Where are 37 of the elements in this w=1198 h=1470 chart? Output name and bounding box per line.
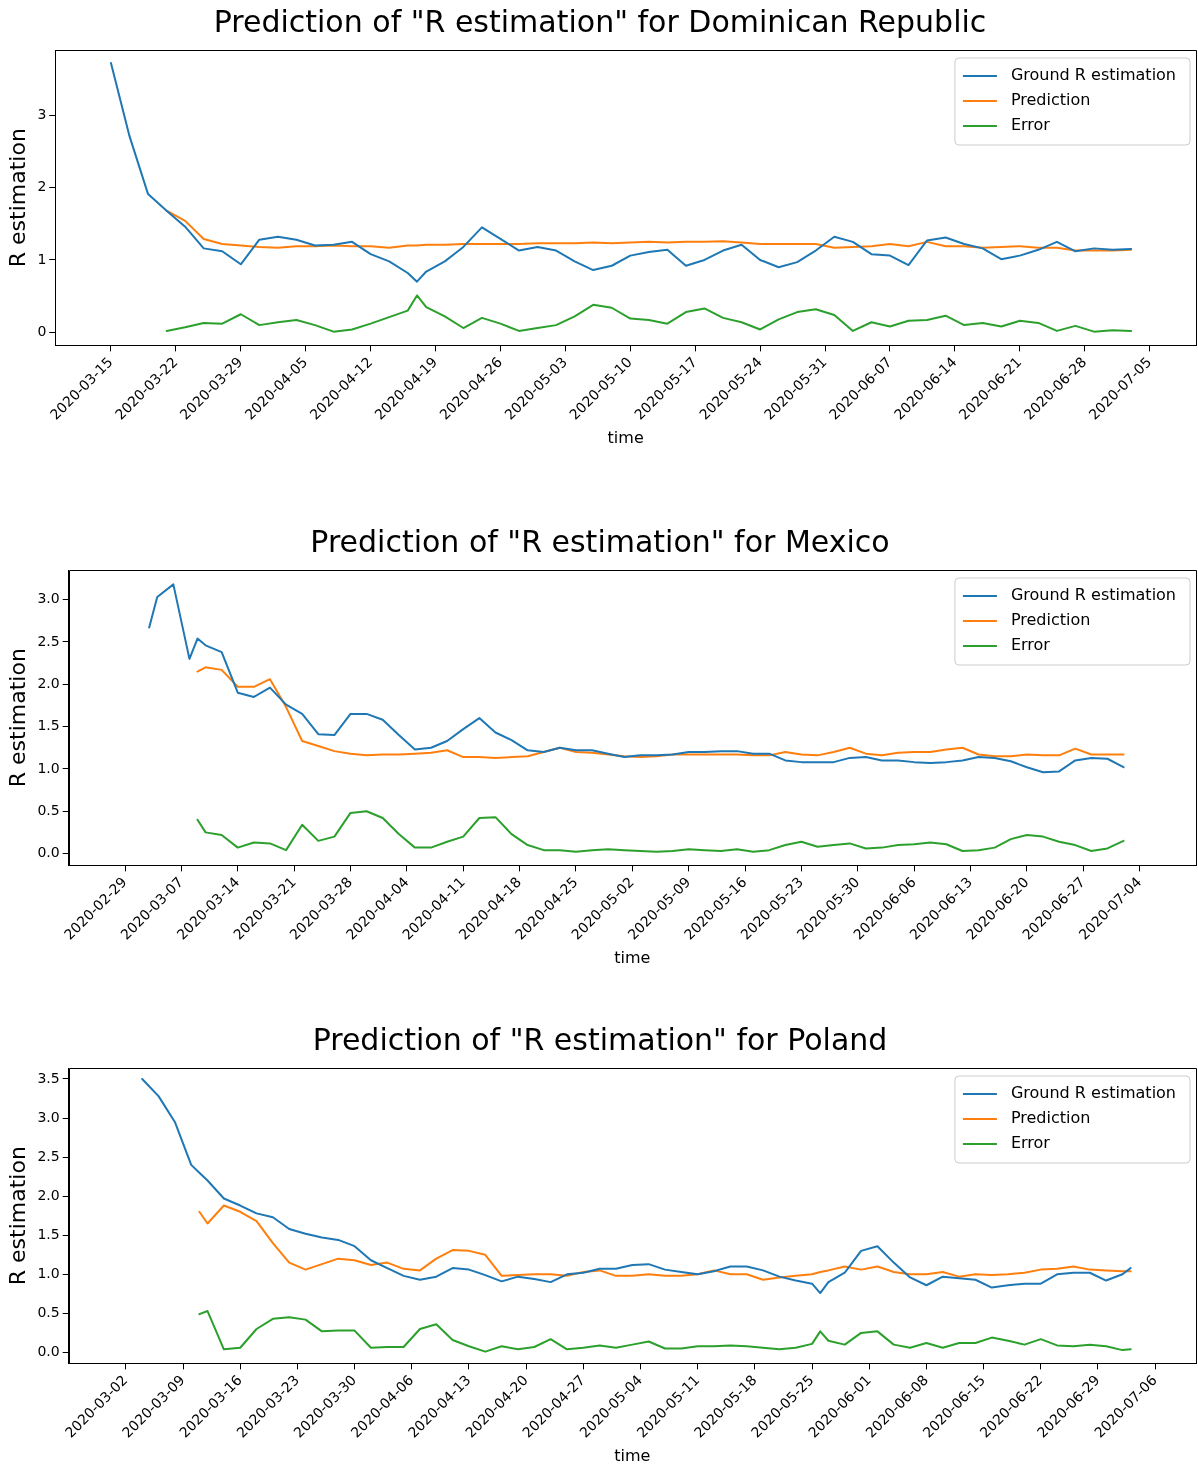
y-tick-label: 2.0 (37, 1186, 60, 1203)
legend-label: Ground R estimation (1010, 585, 1176, 605)
legend-label: Prediction (1010, 90, 1091, 110)
y-tick-label: 1.5 (37, 717, 60, 734)
y-tick-label: 1.0 (37, 759, 60, 776)
y-tick-label: 3.0 (37, 1108, 60, 1125)
y-tick-label: 0.0 (37, 1343, 60, 1360)
y-tick-label: 0.5 (37, 801, 60, 818)
y-tick-label: 1.5 (37, 1225, 60, 1242)
chart-title: Prediction of "R estimation" for Poland (312, 1021, 888, 1057)
x-axis-title: time (614, 1445, 651, 1465)
chart-title: Prediction of "R estimation" for Dominican Republic (213, 3, 987, 39)
legend-label: Ground R estimation (1010, 1083, 1176, 1103)
y-tick-label: 0.5 (37, 1304, 60, 1321)
y-tick-label: 3.0 (37, 590, 60, 607)
y-tick-label: 0 (37, 323, 47, 339)
y-axis-title: R estimation (4, 1146, 30, 1286)
legend-label: Prediction (1010, 1108, 1091, 1128)
y-tick-label: 2 (37, 178, 47, 195)
legend-label: Error (1010, 635, 1051, 655)
y-axis-title: R estimation (4, 648, 30, 788)
x-axis-title: time (607, 427, 644, 447)
legend-label: Ground R estimation (1010, 65, 1176, 85)
x-axis-title: time (614, 947, 651, 967)
y-tick-label: 2.0 (37, 674, 60, 691)
y-tick-label: 3.5 (37, 1069, 60, 1086)
legend-label: Error (1010, 115, 1051, 135)
y-tick-label: 0.0 (37, 844, 60, 861)
y-tick-label: 1 (37, 250, 47, 267)
legend-label: Error (1010, 1133, 1051, 1153)
y-tick-label: 2.5 (37, 1147, 60, 1164)
chart-title: Prediction of "R estimation" for Mexico (310, 523, 890, 559)
y-tick-label: 3 (37, 105, 47, 122)
legend-label: Prediction (1010, 610, 1091, 630)
y-tick-label: 2.5 (37, 632, 60, 649)
y-axis-title: R estimation (4, 128, 30, 268)
y-tick-label: 1.0 (37, 1264, 60, 1281)
